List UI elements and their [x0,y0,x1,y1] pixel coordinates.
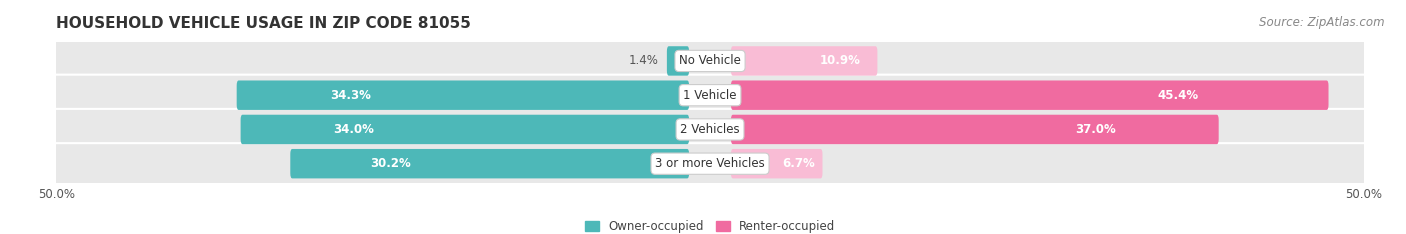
Text: 34.0%: 34.0% [333,123,374,136]
Text: 34.3%: 34.3% [330,89,371,102]
FancyBboxPatch shape [48,40,1372,81]
Text: 10.9%: 10.9% [820,55,860,67]
FancyBboxPatch shape [731,80,1329,110]
Text: 30.2%: 30.2% [371,157,412,170]
Text: 1.4%: 1.4% [628,55,658,67]
FancyBboxPatch shape [731,115,1219,144]
Text: 1 Vehicle: 1 Vehicle [683,89,737,102]
FancyBboxPatch shape [731,149,823,178]
FancyBboxPatch shape [236,80,689,110]
FancyBboxPatch shape [48,75,1372,116]
Text: 37.0%: 37.0% [1076,123,1116,136]
Text: 45.4%: 45.4% [1157,89,1199,102]
Text: 2 Vehicles: 2 Vehicles [681,123,740,136]
Text: 6.7%: 6.7% [782,157,815,170]
Text: HOUSEHOLD VEHICLE USAGE IN ZIP CODE 81055: HOUSEHOLD VEHICLE USAGE IN ZIP CODE 8105… [56,16,471,31]
FancyBboxPatch shape [666,46,689,76]
FancyBboxPatch shape [48,143,1372,184]
FancyBboxPatch shape [240,115,689,144]
Legend: Owner-occupied, Renter-occupied: Owner-occupied, Renter-occupied [582,218,838,234]
Text: Source: ZipAtlas.com: Source: ZipAtlas.com [1260,16,1385,29]
FancyBboxPatch shape [48,109,1372,150]
FancyBboxPatch shape [290,149,689,178]
FancyBboxPatch shape [731,46,877,76]
Text: No Vehicle: No Vehicle [679,55,741,67]
Text: 3 or more Vehicles: 3 or more Vehicles [655,157,765,170]
